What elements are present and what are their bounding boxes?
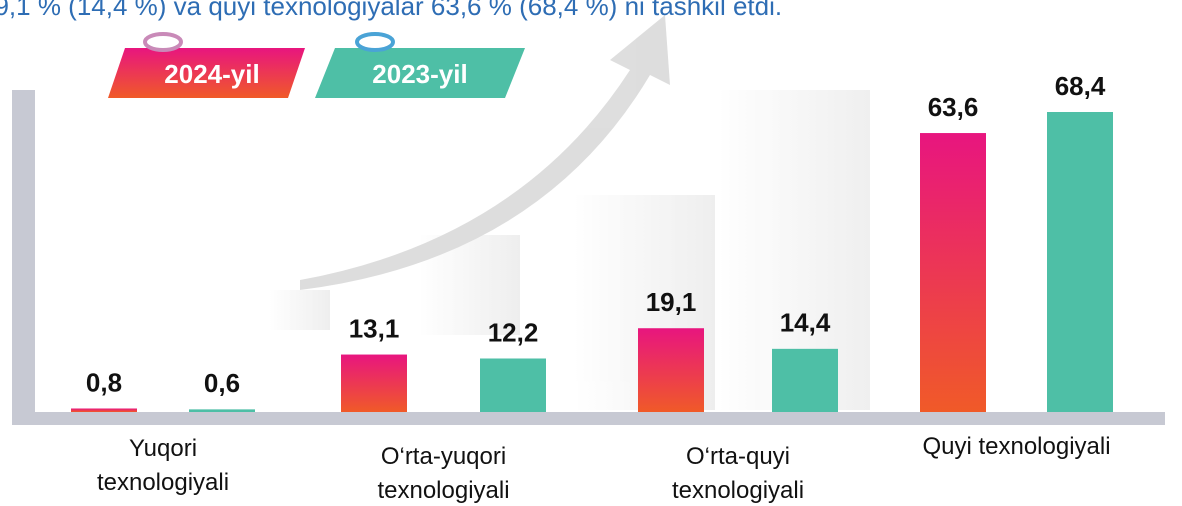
background-decoration — [270, 15, 870, 410]
bar — [772, 348, 838, 412]
bar — [638, 328, 704, 412]
value-label: 14,4 — [780, 308, 831, 338]
bar — [1047, 112, 1113, 412]
legend-label: 2023-yil — [372, 59, 467, 89]
legend-ornament — [143, 32, 183, 52]
x-tick-label: O‘rta-quyi texnologiyali — [671, 443, 805, 504]
bar — [189, 409, 255, 412]
bar — [71, 408, 137, 412]
x-tick-label: Quyi texnologiyali — [922, 433, 1111, 460]
x-tick-label: O‘rta-yuqori texnologiyali — [377, 443, 510, 504]
value-label: 63,6 — [928, 92, 979, 122]
chart-title: 19,1 % (14,4 %) va quyi texnologiyalar 6… — [0, 0, 782, 21]
legend-swatch — [315, 48, 525, 98]
bar — [920, 133, 986, 413]
legend: 2024-yil 2023-yil — [108, 32, 525, 98]
legend-label: 2024-yil — [164, 59, 259, 89]
value-label: 0,6 — [204, 368, 240, 398]
value-label: 68,4 — [1055, 71, 1106, 101]
x-tick-label: Yuqori texnologiyali — [96, 435, 230, 496]
value-label: 19,1 — [646, 287, 697, 317]
bar — [480, 358, 546, 412]
value-label: 12,2 — [488, 317, 539, 347]
legend-ornament — [355, 32, 395, 52]
value-label: 13,1 — [349, 313, 400, 343]
bar — [341, 354, 407, 412]
value-label: 0,8 — [86, 367, 122, 397]
legend-swatch — [108, 48, 305, 98]
